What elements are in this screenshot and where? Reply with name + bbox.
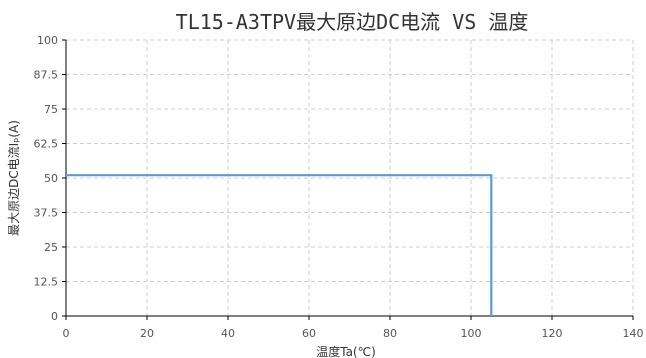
x-axis-label: 温度Ta(℃) [316,344,376,358]
y-tick-label: 62.5 [34,138,59,151]
x-tick-label: 140 [623,327,644,340]
x-tick-label: 80 [383,327,397,340]
grid [66,39,634,316]
x-tick-label: 20 [140,327,154,340]
tick-labels: 0 12.5 25 37.5 50 62.5 75 87.5 100 0 20 40 60 80 100 12… [34,34,644,340]
y-tick-label: 12.5 [34,276,59,289]
y-axis-label: 最大原边DC电流Iₚ(A) [7,120,21,236]
x-tick-label: 40 [221,327,235,340]
y-tick-label: 0 [51,310,58,323]
y-tick-label: 25 [44,241,58,254]
chart-title: TL15-A3TPV最大原边DC电流 VS 温度 [176,10,529,34]
series [66,174,493,316]
x-tick-label: 60 [302,327,316,340]
x-tick-label: 120 [542,327,563,340]
y-tick-label: 87.5 [34,69,59,82]
x-tick-label: 0 [63,327,70,340]
y-tick-label: 50 [44,172,58,185]
y-tick-label: 75 [44,103,58,116]
axes [62,39,634,320]
y-tick-label: 37.5 [34,207,59,220]
series-line [66,174,493,316]
x-tick-label: 100 [461,327,482,340]
y-tick-label: 100 [37,34,58,47]
